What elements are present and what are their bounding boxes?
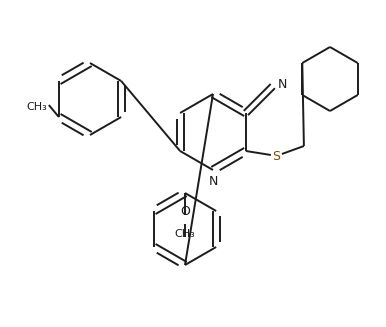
- Text: S: S: [272, 149, 280, 163]
- Text: O: O: [180, 205, 190, 218]
- Text: N: N: [278, 77, 287, 91]
- Text: CH₃: CH₃: [26, 102, 47, 112]
- Text: N: N: [208, 175, 218, 188]
- Text: CH₃: CH₃: [174, 229, 195, 239]
